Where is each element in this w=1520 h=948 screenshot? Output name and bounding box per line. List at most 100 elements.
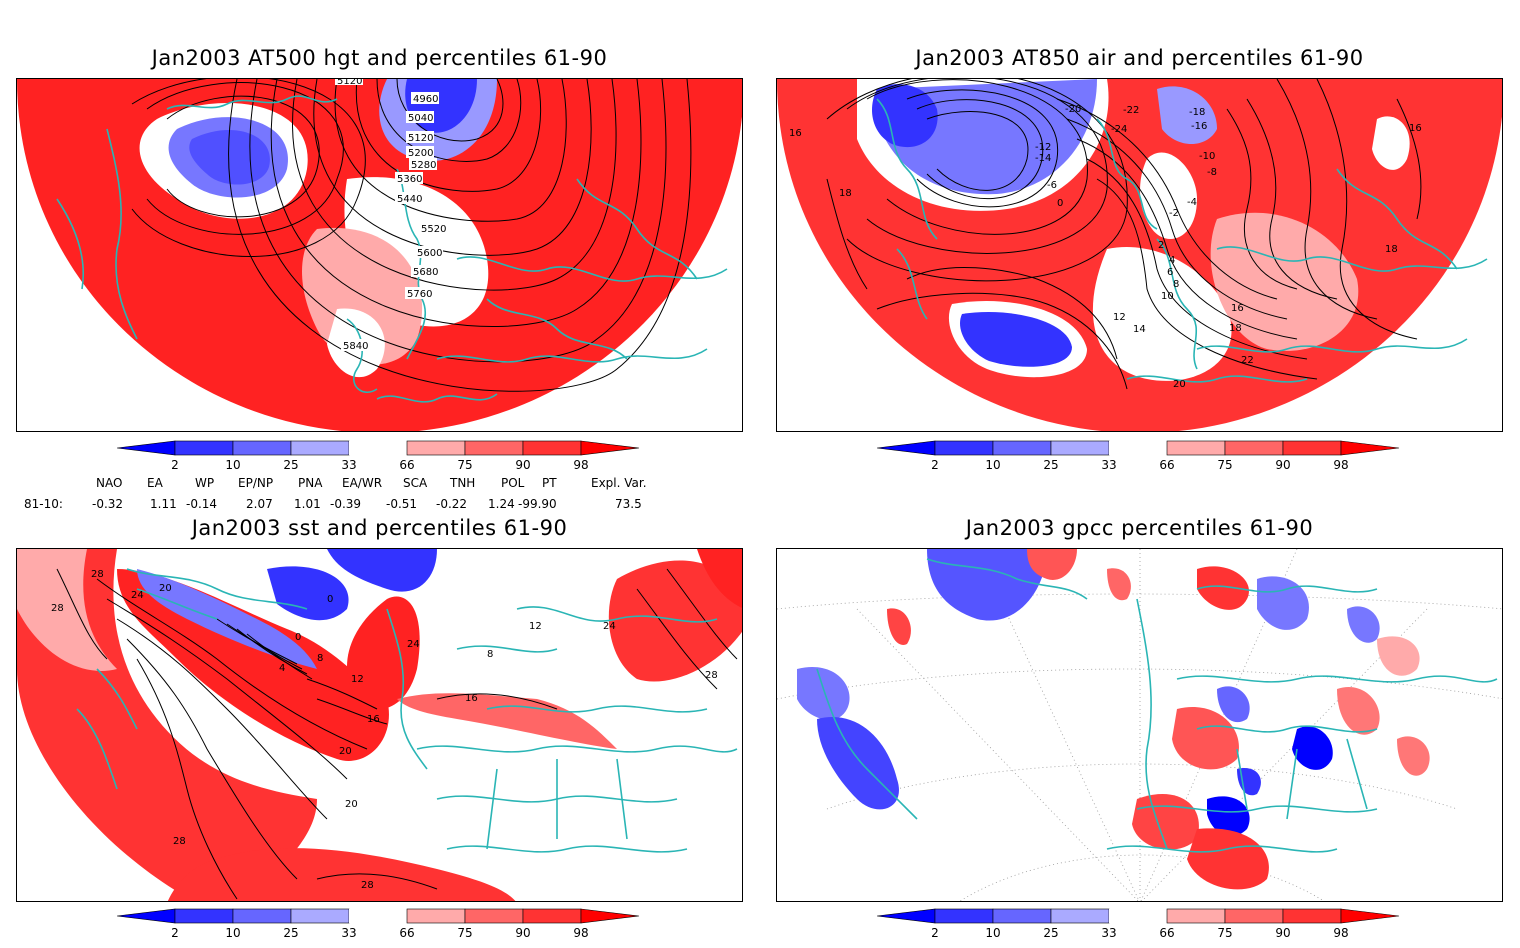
colorbar-swatch: [232, 908, 292, 924]
index-value: 1.01: [294, 497, 321, 511]
colorbar-tick-label: 25: [283, 458, 298, 472]
colorbar-swatch: [116, 908, 176, 924]
colorbar-swatch: [876, 440, 936, 456]
index-name: TNH: [450, 476, 476, 490]
index-row-label: 81-10:: [24, 497, 63, 511]
colorbar-swatch: [1050, 908, 1110, 924]
index-value: -0.14: [186, 497, 218, 511]
colorbar-tick-label: 2: [931, 926, 939, 940]
colorbar-swatch: [1282, 908, 1342, 924]
contour-label: -10: [1199, 151, 1215, 162]
contour-label: 5200: [408, 148, 433, 159]
colorbar-swatch: [1109, 909, 1167, 923]
graticule: [777, 549, 1502, 901]
precip-blue-patches: [797, 549, 1380, 837]
colorbar-swatch: [174, 908, 234, 924]
contour-label: 16: [789, 128, 802, 139]
contour-label: -16: [1191, 121, 1207, 132]
percentile-fill-white-central: [1140, 152, 1197, 239]
colorbar-tick-label: 25: [283, 926, 298, 940]
map-panel-air: -20 -24 -22 -18 -16 -14 -12 -10 -8 -6 -4…: [776, 78, 1503, 432]
contour-label: 10: [1161, 291, 1174, 302]
percentile-fill-red-north-atl: [347, 596, 420, 709]
colorbar-tick-label: 33: [1101, 458, 1116, 472]
contour-label: 12: [351, 674, 364, 685]
colorbar-swatch: [1282, 440, 1342, 456]
map-panel-gpcc: [776, 548, 1503, 902]
contour-label: -8: [1207, 167, 1217, 178]
contour-label: 4960: [413, 94, 438, 105]
index-name: SCA: [403, 476, 428, 490]
contour-label: 14: [1133, 324, 1146, 335]
colorbar-sst: 2 10 25 33 66 75 90 98: [116, 908, 643, 944]
colorbar-tick-label: 75: [1217, 458, 1232, 472]
precip-fill-red: [1027, 549, 1077, 580]
contour-label: 8: [317, 653, 323, 664]
colorbar-tick-label: 10: [225, 926, 240, 940]
colorbar-tick-label: 90: [515, 926, 530, 940]
colorbar-tick-label: 66: [1159, 458, 1174, 472]
index-value: -99.90: [518, 497, 557, 511]
contour-label: 8: [1173, 279, 1179, 290]
colorbar-tick-label: 98: [1333, 926, 1348, 940]
percentile-fill-blue-ne: [267, 566, 349, 621]
percentile-fill-red-med: [397, 693, 617, 749]
colorbar-tick-label: 2: [171, 926, 179, 940]
colorbar-swatch: [290, 908, 350, 924]
colorbar-tick-label: 10: [225, 458, 240, 472]
index-name: NAO: [96, 476, 123, 490]
index-name: Expl. Var.: [591, 476, 647, 490]
colorbar-swatch: [116, 440, 176, 456]
colorbar-svg: 2 10 25 33 66 75 90 98: [876, 440, 1400, 472]
contour-label: 6: [1167, 267, 1173, 278]
colorbar-tick-label: 33: [341, 458, 356, 472]
colorbar-swatch: [406, 908, 466, 924]
colorbar-tick-label: 66: [399, 458, 414, 472]
precip-fill-red: [1337, 687, 1380, 735]
precip-fill-blue: [1257, 576, 1309, 630]
contour-label: 5040: [408, 113, 433, 124]
percentile-fill-blue-north: [327, 549, 437, 592]
contour-label: 24: [131, 590, 144, 601]
percentile-fill-red-pacific-core: [697, 549, 742, 608]
contour-label: 24: [407, 639, 420, 650]
contour-label: -4: [1187, 197, 1197, 208]
contour-label: -14: [1035, 153, 1051, 164]
contour-label: 12: [1113, 312, 1126, 323]
colorbar-svg: 2 10 25 33 66 75 90 98: [876, 908, 1400, 940]
contour-label: -24: [1111, 124, 1127, 135]
precip-fill-blue: [1347, 606, 1380, 643]
index-value: -0.39: [330, 497, 362, 511]
index-value: 1.24: [488, 497, 515, 511]
colorbar-tick-label: 90: [1275, 458, 1290, 472]
precip-fill-red: [1197, 566, 1249, 610]
precip-fill-red: [887, 608, 911, 645]
coastlines: [816, 558, 1498, 853]
colorbar-tick-label: 66: [1159, 926, 1174, 940]
colorbar-tick-label: 66: [399, 926, 414, 940]
colorbar-swatch: [464, 440, 524, 456]
contour-label: 5280: [411, 160, 436, 171]
contour-label: 28: [51, 603, 64, 614]
contour-label: 5360: [397, 174, 422, 185]
sst-contour-labels: 28 28 24 20 0 0 4 8 12 16 20 20 24 28 28…: [51, 569, 718, 891]
sst-contours: [56, 568, 738, 900]
precip-fill-red: [1187, 828, 1269, 890]
precip-red-patches: [887, 549, 1430, 890]
colorbar-tick-label: 2: [171, 458, 179, 472]
precip-fill-blue: [797, 667, 850, 720]
colorbar-swatch: [522, 908, 582, 924]
precip-fill-red: [1172, 707, 1239, 770]
colorbar-swatch: [1050, 440, 1110, 456]
colorbar-tick-label: 75: [457, 926, 472, 940]
contour-label: -6: [1047, 180, 1057, 191]
index-name: PT: [542, 476, 557, 490]
map-air-svg: -20 -24 -22 -18 -16 -14 -12 -10 -8 -6 -4…: [777, 79, 1502, 431]
map-gpcc-svg: [777, 549, 1502, 901]
index-value: -0.22: [436, 497, 468, 511]
contour-label: 0: [295, 632, 301, 643]
height-contours: [131, 79, 692, 392]
contour-label: 5120: [337, 79, 362, 87]
colorbar-swatch: [349, 909, 407, 923]
contour-label: -2: [1169, 208, 1179, 219]
